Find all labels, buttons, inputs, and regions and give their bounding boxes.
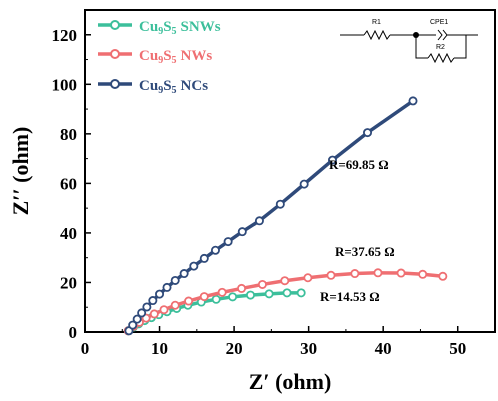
data-point-ncs — [132, 314, 142, 324]
annotation-nws: R=37.65 Ω — [335, 244, 395, 259]
y-tick-label: 0 — [69, 323, 78, 342]
x-tick-label: 40 — [375, 339, 392, 358]
x-tick-label: 20 — [226, 339, 243, 358]
data-point-nws — [184, 296, 194, 306]
data-point-ncs — [189, 261, 199, 271]
data-point-snws — [296, 288, 306, 298]
data-point-ncs — [210, 245, 220, 255]
annotation-snws: R=14.53 Ω — [320, 289, 380, 304]
data-point-ncs — [179, 269, 189, 279]
data-point-nws — [373, 268, 383, 278]
data-point-nws — [149, 309, 159, 319]
data-point-ncs — [237, 227, 247, 237]
data-point-nws — [303, 273, 313, 283]
legend-label-nws: Cu9S5 NWs — [139, 48, 212, 66]
x-tick-label: 30 — [300, 339, 317, 358]
annotation-ncs: R=69.85 Ω — [329, 157, 389, 172]
ticks-layer: 0 10 20 30 40 50 0 20 40 60 80 100 120 — [52, 26, 467, 358]
series-layer — [123, 96, 448, 336]
x-tick-label: 0 — [81, 339, 90, 358]
data-point-ncs — [137, 308, 147, 318]
series-ncs — [124, 96, 418, 336]
data-point-ncs — [148, 296, 158, 306]
data-point-nws — [170, 300, 180, 310]
legend-marker-ncs — [110, 79, 120, 89]
legend-label-ncs: Cu9S5 NCs — [139, 78, 208, 96]
y-tick-label: 20 — [60, 273, 77, 292]
data-point-nws — [199, 292, 209, 302]
legend-marker-snws — [110, 20, 120, 30]
data-point-nws — [159, 305, 169, 315]
data-point-nws — [326, 270, 336, 280]
equivalent-circuit-diagram: R1 CPE1 R2 — [340, 19, 478, 64]
data-point-ncs — [408, 96, 418, 106]
data-point-nws — [418, 269, 428, 279]
data-point-ncs — [162, 282, 172, 292]
data-point-nws — [350, 269, 360, 279]
data-point-ncs — [170, 275, 180, 285]
legend-marker-nws — [110, 49, 120, 59]
data-point-nws — [237, 283, 247, 293]
data-point-snws — [282, 288, 292, 298]
y-tick-label: 100 — [52, 75, 78, 94]
data-point-ncs — [275, 199, 285, 209]
plot-area — [84, 9, 496, 333]
data-point-ncs — [199, 253, 209, 263]
data-point-ncs — [142, 302, 152, 312]
plot-frame — [84, 9, 496, 333]
circuit-parallel-branch — [415, 35, 467, 59]
data-point-snws — [245, 290, 255, 300]
data-point-ncs — [299, 179, 309, 189]
x-axis-label: Z′ (ohm) — [249, 369, 332, 394]
data-point-snws — [211, 294, 221, 304]
y-axis-label: Z′′ (ohm) — [8, 127, 33, 216]
resistor-r1 — [363, 29, 391, 41]
data-point-ncs — [363, 128, 373, 138]
y-tick-label: 40 — [60, 224, 77, 243]
data-point-nws — [280, 276, 290, 286]
data-point-ncs — [327, 155, 337, 165]
y-tick-label: 60 — [60, 174, 77, 193]
circuit-label-cpe1: CPE1 — [430, 19, 448, 26]
x-tick-label: 10 — [151, 339, 168, 358]
legend: Cu9S5 SNWs Cu9S5 NWs Cu9S5 NCs — [98, 19, 221, 96]
x-tick-label: 50 — [449, 339, 466, 358]
data-point-nws — [257, 279, 267, 289]
data-point-ncs — [254, 216, 264, 226]
legend-label-snws: Cu9S5 SNWs — [139, 19, 221, 37]
data-point-snws — [264, 289, 274, 299]
data-point-nws — [396, 268, 406, 278]
data-point-ncs — [128, 320, 138, 330]
y-tick-label: 80 — [60, 125, 77, 144]
data-point-snws — [228, 292, 238, 302]
circuit-label-r1: R1 — [372, 19, 381, 26]
data-point-nws — [217, 287, 227, 297]
circuit-label-r2: R2 — [436, 44, 445, 51]
cpe-element — [437, 29, 448, 41]
data-point-nws — [438, 271, 448, 281]
data-point-ncs — [223, 237, 233, 247]
y-tick-label: 120 — [52, 26, 78, 45]
resistor-r2 — [427, 52, 455, 64]
data-point-ncs — [155, 289, 165, 299]
series-nws — [123, 268, 448, 336]
